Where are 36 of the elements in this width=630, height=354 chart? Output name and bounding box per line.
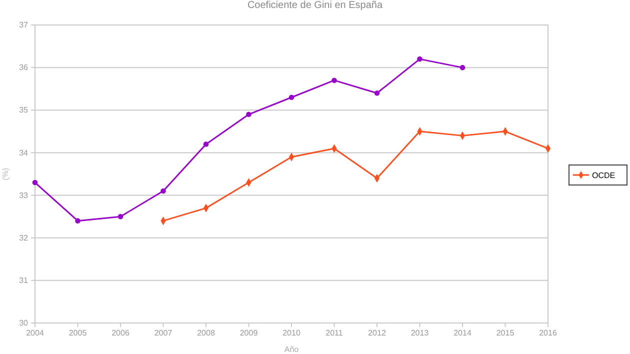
x-tick-label: 2005 bbox=[68, 328, 88, 338]
point bbox=[246, 112, 252, 118]
y-tick-label: 36 bbox=[19, 63, 29, 72]
chart-title: Coeficiente de Gini en España bbox=[247, 0, 383, 11]
x-tick-label: 2008 bbox=[197, 328, 216, 338]
x-tick-label: 2012 bbox=[368, 328, 386, 338]
point bbox=[32, 180, 38, 186]
legend-label: OCDE bbox=[592, 171, 616, 180]
x-tick-label: 2010 bbox=[282, 328, 301, 338]
x-tick-label: 2016 bbox=[539, 328, 558, 338]
y-tick-label: 31 bbox=[19, 276, 29, 285]
y-axis-title: (%) bbox=[1, 167, 10, 180]
y-tick-label: 33 bbox=[19, 190, 29, 200]
point bbox=[374, 90, 380, 96]
x-tick-label: 2006 bbox=[112, 328, 130, 338]
x-tick-label: 2004 bbox=[26, 328, 44, 338]
x-tick-label: 2013 bbox=[410, 328, 430, 338]
point bbox=[288, 94, 294, 100]
y-tick-label: 34 bbox=[19, 148, 29, 158]
y-tick-label: 32 bbox=[19, 233, 29, 242]
point bbox=[160, 188, 166, 194]
x-axis-title: Año bbox=[284, 345, 300, 354]
y-tick-label: 35 bbox=[19, 106, 29, 115]
x-tick-label: 2015 bbox=[496, 328, 515, 338]
point bbox=[460, 64, 466, 70]
point bbox=[203, 142, 209, 147]
y-tick-label: 30 bbox=[19, 318, 29, 328]
point bbox=[417, 56, 422, 62]
x-tick-label: 2014 bbox=[454, 328, 472, 338]
y-tick-label: 37 bbox=[19, 20, 29, 30]
x-tick-label: 2009 bbox=[240, 328, 258, 338]
x-tick-label: 2011 bbox=[326, 328, 344, 338]
point bbox=[332, 78, 337, 83]
point bbox=[118, 214, 124, 220]
point bbox=[75, 218, 80, 224]
x-tick-label: 2007 bbox=[154, 328, 173, 338]
